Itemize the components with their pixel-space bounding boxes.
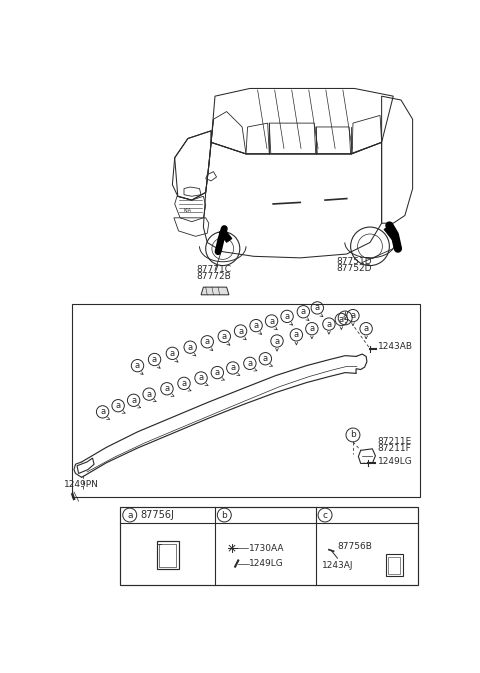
Text: b: b <box>350 431 356 439</box>
Text: a: a <box>100 407 105 417</box>
Text: a: a <box>326 320 332 328</box>
Text: 87756B: 87756B <box>337 542 372 551</box>
Text: a: a <box>263 354 268 363</box>
Text: a: a <box>238 326 243 336</box>
Text: 1249PN: 1249PN <box>64 481 99 489</box>
Text: a: a <box>339 315 344 324</box>
Text: a: a <box>309 324 314 333</box>
Text: a: a <box>204 337 210 347</box>
Text: a: a <box>315 304 320 312</box>
Text: a: a <box>294 330 299 339</box>
Text: a: a <box>301 308 306 316</box>
Text: a: a <box>188 343 193 352</box>
Polygon shape <box>219 229 232 242</box>
Text: a: a <box>222 332 227 341</box>
Text: 87211E: 87211E <box>378 437 412 446</box>
Text: 87751D: 87751D <box>336 257 372 266</box>
Text: a: a <box>199 374 204 382</box>
Text: a: a <box>135 361 140 370</box>
Text: 1243AJ: 1243AJ <box>322 561 353 570</box>
Text: a: a <box>350 311 356 320</box>
Text: a: a <box>181 379 187 388</box>
Text: b: b <box>221 511 227 520</box>
Text: a: a <box>275 336 279 345</box>
Text: c: c <box>343 314 348 322</box>
Bar <box>159 544 176 567</box>
Bar <box>385 555 403 576</box>
Text: 1243AB: 1243AB <box>378 342 413 351</box>
Text: 1249LG: 1249LG <box>249 559 284 568</box>
Text: a: a <box>131 396 136 405</box>
Text: a: a <box>253 321 259 330</box>
Text: a: a <box>152 355 157 364</box>
Text: a: a <box>116 401 120 411</box>
Text: a: a <box>215 368 220 377</box>
Polygon shape <box>201 287 229 295</box>
Text: a: a <box>247 359 252 368</box>
Text: a: a <box>230 363 235 372</box>
Text: a: a <box>164 384 169 393</box>
Text: 87211F: 87211F <box>378 444 411 453</box>
Text: a: a <box>170 349 175 358</box>
Text: a: a <box>269 316 274 326</box>
Polygon shape <box>384 225 397 240</box>
Text: 87771C: 87771C <box>196 264 231 274</box>
Bar <box>157 541 179 569</box>
Text: c: c <box>323 511 327 520</box>
Bar <box>72 304 420 497</box>
Text: a: a <box>285 312 289 321</box>
Text: a: a <box>127 511 132 520</box>
Text: a: a <box>363 324 369 333</box>
Text: 87752D: 87752D <box>337 264 372 273</box>
Text: a: a <box>146 390 152 398</box>
Text: 1730AA: 1730AA <box>249 544 285 553</box>
Text: 87772B: 87772B <box>196 272 231 281</box>
Text: KIA: KIA <box>184 207 192 213</box>
Bar <box>388 557 400 573</box>
Bar <box>120 507 418 585</box>
Text: 87756J: 87756J <box>141 510 174 520</box>
Text: 1249LG: 1249LG <box>378 457 412 466</box>
